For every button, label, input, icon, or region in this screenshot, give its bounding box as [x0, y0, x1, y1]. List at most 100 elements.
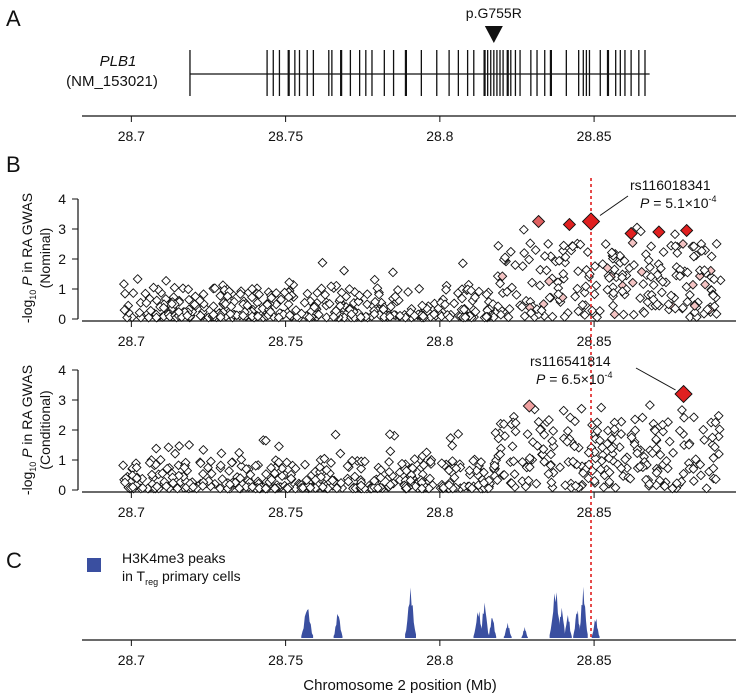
- snp-marker: [395, 310, 405, 321]
- snp-marker: [276, 294, 286, 305]
- snp-marker: [618, 309, 629, 320]
- snp-marker: [161, 275, 172, 286]
- snp-marker: [657, 419, 668, 430]
- snp-marker: [282, 483, 293, 494]
- snp-marker: [453, 288, 463, 299]
- snp-marker: [170, 448, 181, 459]
- snp-marker: [137, 482, 148, 493]
- snp-marker: [637, 412, 648, 423]
- snp-marker: [152, 481, 162, 492]
- snp-marker: [238, 310, 249, 321]
- peak: [488, 618, 497, 638]
- snp-marker: [558, 240, 569, 251]
- snp-marker: [356, 480, 367, 491]
- x-tick-label: 28.85: [577, 333, 612, 349]
- snp-marker: [570, 291, 581, 302]
- snp-marker: [342, 461, 353, 472]
- snp-marker: [651, 467, 662, 478]
- snp-marker: [695, 459, 706, 470]
- snp-marker: [297, 482, 308, 493]
- snp-marker: [657, 276, 668, 287]
- snp-marker: [273, 457, 284, 468]
- x-tick-label: 28.7: [118, 333, 145, 349]
- snp-highlight: [652, 225, 666, 239]
- snp-marker: [236, 461, 247, 472]
- snp-marker: [321, 312, 332, 323]
- snp-marker: [495, 278, 506, 289]
- snp-marker: [436, 458, 447, 469]
- ylabel-nominal-line2: (Nominal): [37, 228, 53, 289]
- snp-marker: [385, 479, 396, 490]
- snp-marker: [271, 288, 282, 298]
- snp-marker: [495, 309, 506, 320]
- snp-marker: [650, 425, 661, 436]
- snp-marker: [595, 464, 606, 475]
- snp-marker: [663, 417, 673, 428]
- y-tick-label: 1: [58, 281, 66, 297]
- snp-marker: [684, 439, 694, 450]
- snp-marker: [670, 229, 680, 240]
- snp-marker: [118, 460, 129, 471]
- peak: [563, 615, 572, 638]
- snp-marker: [349, 471, 360, 482]
- snp-marker: [701, 483, 712, 494]
- snp-marker: [203, 476, 214, 486]
- snp-marker: [644, 479, 655, 489]
- snp-marker: [235, 289, 246, 299]
- snp-marker: [262, 299, 273, 310]
- snp-marker: [203, 462, 213, 473]
- snp-marker: [370, 296, 381, 307]
- snp-marker: [499, 470, 510, 480]
- peak: [557, 607, 566, 638]
- snp-marker: [489, 460, 500, 471]
- variant-label: p.G755R: [466, 5, 522, 21]
- snp-marker: [663, 299, 674, 310]
- snp-marker: [241, 464, 252, 474]
- snp-marker: [281, 457, 292, 468]
- snp-marker: [555, 462, 565, 473]
- snp-marker: [440, 299, 450, 310]
- snp-marker: [547, 436, 558, 446]
- snp-marker: [316, 472, 326, 482]
- scatter-nominal: [118, 212, 726, 323]
- snp-marker: [503, 312, 514, 323]
- snp-marker: [661, 456, 672, 466]
- snp-marker: [141, 298, 152, 308]
- snp-marker: [184, 294, 194, 305]
- snp-marker: [670, 241, 681, 252]
- snp-marker: [679, 412, 689, 423]
- snp-marker: [424, 483, 434, 494]
- snp-marker: [617, 272, 628, 283]
- snp-marker: [471, 465, 482, 476]
- snp-marker: [158, 302, 169, 313]
- snp-marker: [328, 311, 339, 322]
- variant-arrow: [484, 26, 503, 43]
- snp-marker: [610, 482, 621, 493]
- snp-marker: [590, 261, 600, 272]
- snp-marker: [565, 412, 576, 423]
- snp-marker: [543, 468, 554, 479]
- x-tick-label: 28.8: [426, 128, 453, 144]
- snp-marker: [643, 255, 654, 266]
- snp-marker: [441, 284, 451, 295]
- snp-marker: [172, 483, 183, 494]
- snp-marker: [525, 238, 536, 249]
- snp-marker: [449, 472, 460, 483]
- lead-snp-id-conditional: rs116541814: [530, 353, 611, 369]
- snp-marker: [405, 475, 416, 486]
- snp-marker: [695, 470, 706, 481]
- snp-marker: [344, 284, 355, 295]
- snp-marker: [560, 480, 571, 491]
- snp-marker: [451, 463, 462, 474]
- ylabel-conditional-line2: (Conditional): [37, 390, 53, 469]
- snp-marker: [570, 480, 581, 491]
- snp-marker: [544, 415, 554, 425]
- snp-marker: [343, 476, 354, 487]
- snp-marker: [672, 248, 683, 258]
- snp-marker: [688, 476, 699, 487]
- snp-marker: [523, 475, 534, 486]
- snp-marker: [710, 474, 721, 485]
- snp-marker: [597, 442, 608, 453]
- snp-marker: [375, 472, 386, 483]
- x-axis-label: Chromosome 2 position (Mb): [303, 677, 496, 694]
